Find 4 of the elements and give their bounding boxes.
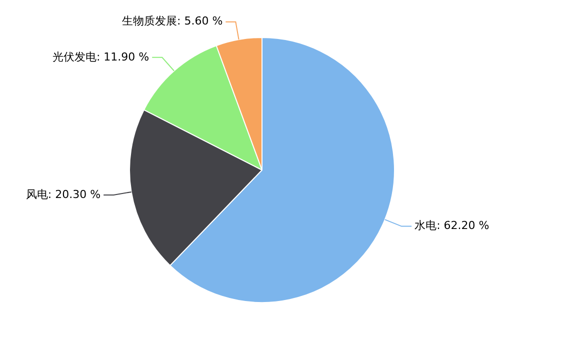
slice-label: 水电: 62.20 % (414, 219, 490, 232)
slice-label: 光伏发电: 11.90 % (52, 50, 150, 64)
slice-label: 风电: 20.30 % (26, 188, 101, 201)
slice-label: 生物质发展: 5.60 % (122, 14, 223, 28)
